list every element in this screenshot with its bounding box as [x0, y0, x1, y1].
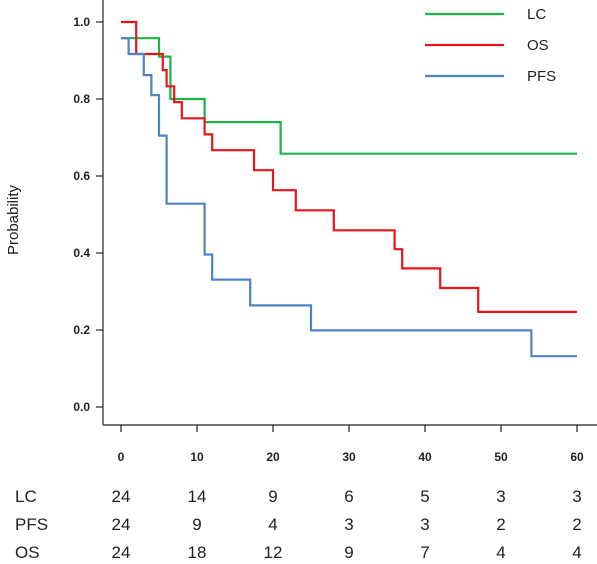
series-lines [121, 22, 577, 356]
risk-cell: 3 [420, 515, 429, 534]
risk-row-label: OS [15, 543, 40, 562]
y-axis-title: Probability [5, 184, 22, 255]
risk-cell: 3 [344, 515, 353, 534]
series-line-os [121, 22, 577, 312]
y-ticks: 0.0 0.2 0.4 0.6 0.8 1.0 [73, 15, 103, 414]
risk-cell: 24 [112, 543, 131, 562]
x-tick-label: 0 [118, 450, 125, 464]
risk-cell: 9 [268, 487, 277, 506]
risk-cell: 7 [420, 543, 429, 562]
risk-cell: 4 [572, 543, 581, 562]
y-tick-label: 0.6 [73, 169, 90, 183]
x-tick-label: 10 [190, 450, 204, 464]
risk-cell: 3 [496, 487, 505, 506]
legend-label-lc: LC [527, 6, 546, 23]
risk-cell: 2 [572, 515, 581, 534]
x-tick-label: 50 [494, 450, 508, 464]
risk-table: LC 24 14 9 6 5 3 3 PFS 24 9 4 3 3 2 2 OS 24 18 12 9 7 4 4 [15, 487, 582, 562]
series-line-pfs [121, 38, 577, 356]
legend: LC OS PFS [425, 6, 556, 85]
legend-label-os: OS [527, 37, 549, 54]
y-tick-label: 0.2 [73, 323, 90, 337]
legend-label-pfs: PFS [527, 68, 556, 85]
risk-cell: 4 [268, 515, 277, 534]
risk-row-label: LC [15, 487, 37, 506]
x-tick-label: 40 [418, 450, 432, 464]
x-tick-label: 60 [570, 450, 584, 464]
risk-cell: 14 [188, 487, 207, 506]
risk-cell: 9 [192, 515, 201, 534]
x-tick-label: 20 [266, 450, 280, 464]
risk-cell: 18 [188, 543, 207, 562]
risk-row-label: PFS [15, 515, 48, 534]
risk-cell: 2 [496, 515, 505, 534]
y-tick-label: 0.8 [73, 92, 90, 106]
risk-cell: 3 [572, 487, 581, 506]
risk-cell: 12 [264, 543, 283, 562]
y-tick-label: 0.0 [73, 400, 90, 414]
y-tick-label: 1.0 [73, 15, 90, 29]
x-ticks: 0 10 20 30 40 50 60 [118, 425, 584, 464]
y-tick-label: 0.4 [73, 246, 90, 260]
risk-cell: 5 [420, 487, 429, 506]
risk-cell: 24 [112, 515, 131, 534]
risk-cell: 24 [112, 487, 131, 506]
series-line-lc [121, 38, 577, 154]
risk-cell: 9 [344, 543, 353, 562]
risk-cell: 6 [344, 487, 353, 506]
x-tick-label: 30 [342, 450, 356, 464]
risk-cell: 4 [496, 543, 505, 562]
axes [103, 0, 597, 425]
